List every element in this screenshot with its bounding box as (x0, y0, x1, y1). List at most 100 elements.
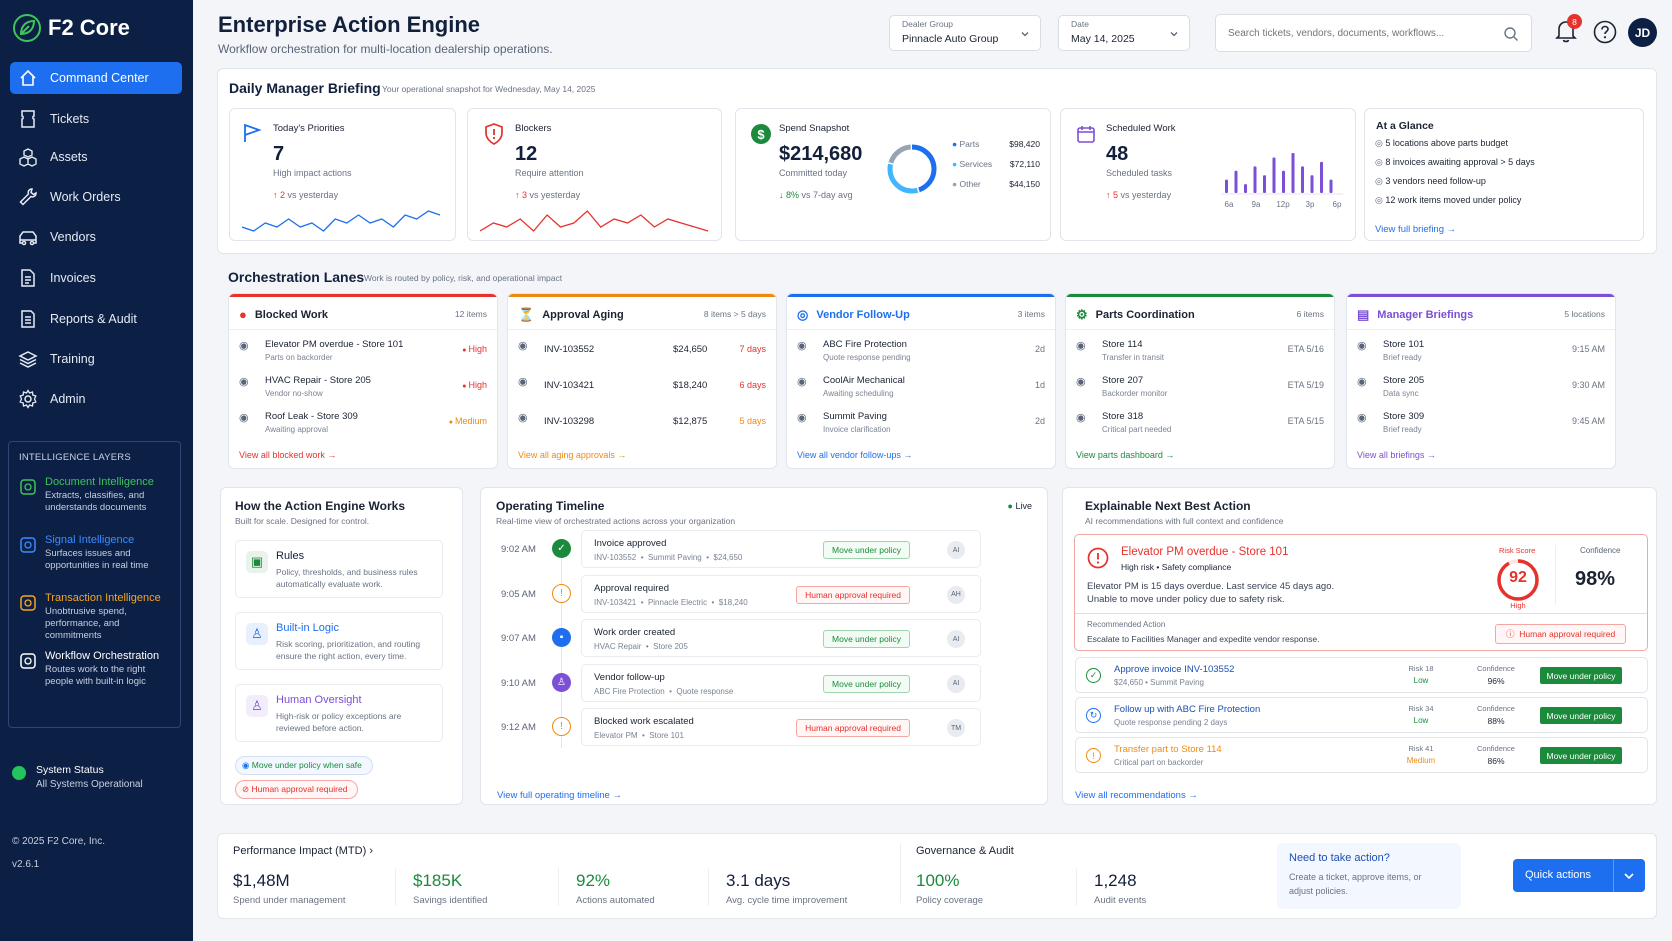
spend-card[interactable]: $ Spend Snapshot $214,680 Committed toda… (735, 108, 1051, 241)
lane-row[interactable]: ◉ Summit Paving Invoice clarification 2d (797, 408, 1045, 440)
user-avatar[interactable]: JD (1628, 18, 1657, 47)
lane-link[interactable]: View all aging approvals → (518, 450, 627, 460)
dealer-group-select[interactable]: Dealer Group Pinnacle Auto Group (889, 15, 1041, 51)
nba-main-desc1: Elevator PM is 15 days overdue. Last ser… (1087, 581, 1335, 592)
lane-header[interactable]: ⚙ Parts Coordination (1076, 307, 1195, 323)
move-under-policy-button[interactable]: Move under policy (1540, 747, 1622, 764)
nba-main-action[interactable]: ⓘ Human approval required (1495, 624, 1627, 644)
how-item-built-in-logic[interactable]: ♙ Built-in Logic Risk scoring, prioritizat… (235, 612, 443, 670)
search-box[interactable] (1215, 14, 1532, 52)
glance-item: ◎ 12 work items moved under policy (1375, 195, 1522, 205)
scheduled-card[interactable]: Scheduled Work 48 Scheduled tasks ↑ 5 vs… (1060, 108, 1356, 241)
lane-header[interactable]: ▤ Manager Briefings (1357, 307, 1473, 323)
nav-vendors[interactable]: Vendors (10, 221, 182, 253)
lane-row[interactable]: ◉ Roof Leak - Store 309 Awaiting approval ●… (239, 408, 487, 440)
move-under-policy-button[interactable]: Move under policy (1540, 707, 1622, 724)
nba-row-sub: Critical part on backorder (1114, 758, 1204, 767)
nba-row[interactable]: ↻ Follow up with ABC Fire Protection Quote… (1075, 697, 1648, 733)
timeline-row[interactable]: Approval required INV-103421 • Pinnacle E… (581, 574, 981, 613)
help-button[interactable] (1593, 20, 1617, 44)
scheduled-bar (1310, 175, 1314, 193)
timeline-row[interactable]: Vendor follow-up ABC Fire Protection • Qu… (581, 663, 981, 702)
lane-link[interactable]: View all vendor follow-ups → (797, 450, 913, 460)
nav-reports-audit[interactable]: Reports & Audit (10, 303, 182, 335)
nba-main-title: Elevator PM overdue - Store 101 (1121, 546, 1289, 558)
lane-row[interactable]: ◉ Store 318 Critical part needed ETA 5/15 (1076, 408, 1324, 440)
nav-work-orders[interactable]: Work Orders (10, 181, 182, 213)
rec-label: Recommended Action (1087, 620, 1166, 629)
blockers-card[interactable]: Blockers 12 Require attention ↑ 3 vs yes… (467, 108, 722, 241)
rules-icon: ▣ (246, 551, 268, 573)
work-order-icon: ▪ (552, 628, 571, 647)
nav-training[interactable]: Training (10, 343, 182, 375)
page-title: Enterprise Action Engine (218, 12, 481, 37)
nav-admin[interactable]: Admin (10, 383, 182, 415)
blockers-delta: ↑ 3 vs yesterday (515, 190, 581, 200)
nav-assets[interactable]: Assets (10, 141, 182, 173)
nav-label: Vendors (50, 230, 96, 244)
actor-avatar: TM (947, 719, 965, 737)
timeline-row[interactable]: Invoice approved INV-103552 • Summit Pavi… (581, 530, 981, 568)
tick-label: 9a (1252, 200, 1261, 209)
lane-row[interactable]: ◉ Store 205 Data sync 9:30 AM (1357, 372, 1605, 404)
timeline-time: 9:05 AM (501, 588, 536, 600)
row-title: HVAC Repair - Store 205 (265, 375, 371, 386)
lane-row[interactable]: ◉ INV-103552 $24,650 7 days (518, 336, 766, 368)
nav-tickets[interactable]: Tickets (10, 103, 182, 135)
how-item-rules[interactable]: ▣ Rules Policy, thresholds, and business r… (235, 540, 443, 598)
lane-header[interactable]: ⏳ Approval Aging (518, 307, 624, 323)
row-title: Store 205 (1383, 375, 1425, 386)
quick-actions-button[interactable]: Quick actions (1513, 859, 1645, 892)
lane-link[interactable]: View all blocked work → (239, 450, 337, 460)
lane-header[interactable]: ◎ Vendor Follow-Up (797, 307, 910, 323)
notifications-button[interactable]: 8 (1554, 14, 1582, 44)
lane-header[interactable]: ● Blocked Work (239, 307, 328, 322)
row-title: INV-103298 (544, 416, 595, 427)
timeline-action-pill[interactable]: Move under policy (823, 674, 910, 693)
lane-row[interactable]: ◉ ABC Fire Protection Quote response pendi… (797, 336, 1045, 368)
scheduled-delta: ↑ 5 vs yesterday (1106, 190, 1172, 200)
lane-row[interactable]: ◉ Store 309 Brief ready 9:45 AM (1357, 408, 1605, 440)
scheduled-value: 48 (1106, 143, 1129, 165)
lane-row[interactable]: ◉ Elevator PM overdue - Store 101 Parts on… (239, 336, 487, 368)
timeline-action-pill[interactable]: Move under policy (823, 630, 910, 648)
system-status-title: System Status (36, 764, 104, 776)
nba-row[interactable]: ! Transfer part to Store 114 Critical part… (1075, 737, 1648, 773)
perf-title[interactable]: Performance Impact (MTD) › (233, 845, 373, 857)
clock-icon: ! (1086, 748, 1101, 763)
settings-icon: ◉ (1357, 412, 1367, 424)
date-select[interactable]: Date May 14, 2025 (1058, 15, 1190, 51)
tick-label: 6a (1225, 200, 1234, 209)
divider (1075, 613, 1647, 614)
view-recommendations-link[interactable]: View all recommendations → (1075, 790, 1198, 801)
timeline-action-pill[interactable]: Human approval required (796, 585, 910, 604)
lane-link[interactable]: View parts dashboard → (1076, 450, 1175, 460)
lane-row[interactable]: ◉ INV-103421 $18,240 6 days (518, 372, 766, 404)
lane-row[interactable]: ◉ CoolAir Mechanical Awaiting scheduling 1d (797, 372, 1045, 404)
how-item-human-oversight[interactable]: ♙ Human Oversight High-risk or policy exce… (235, 684, 443, 742)
timeline-row[interactable]: Blocked work escalated Elevator PM • Stor… (581, 708, 981, 746)
nba-row-title: Transfer part to Store 114 (1114, 744, 1222, 755)
view-timeline-link[interactable]: View full operating timeline → (497, 790, 622, 801)
lane-row[interactable]: ◉ Store 101 Brief ready 9:15 AM (1357, 336, 1605, 368)
lane-row[interactable]: ◉ Store 114 Transfer in transit ETA 5/16 (1076, 336, 1324, 368)
timeline-row[interactable]: Work order created HVAC Repair • Store 20… (581, 619, 981, 657)
move-under-policy-button[interactable]: Move under policy (1540, 667, 1622, 684)
app-logo[interactable]: F2 Core (12, 13, 130, 43)
row-subtitle: Awaiting scheduling (823, 389, 894, 398)
search-input[interactable] (1228, 24, 1498, 42)
nav-invoices[interactable]: Invoices (10, 262, 182, 294)
lane-row[interactable]: ◉ Store 207 Backorder monitor ETA 5/19 (1076, 372, 1324, 404)
lane-row[interactable]: ◉ HVAC Repair - Store 205 Vendor no-show ● … (239, 372, 487, 404)
priorities-card[interactable]: Today's Priorities 7 High impact actions… (229, 108, 456, 241)
lane-link[interactable]: View all briefings → (1357, 450, 1436, 460)
nba-main-card[interactable]: Elevator PM overdue - Store 101 High ris… (1074, 534, 1648, 651)
layer-desc: Unobtrusive spend, performance, and comm… (45, 606, 127, 641)
view-full-briefing-link[interactable]: View full briefing → (1375, 224, 1457, 235)
nav-command-center[interactable]: Command Center (10, 62, 182, 94)
lane-row[interactable]: ◉ INV-103298 $12,875 5 days (518, 408, 766, 440)
timeline-action-pill[interactable]: Human approval required (796, 719, 910, 737)
nba-row-sub: $24,650 • Summit Paving (1114, 678, 1204, 687)
nba-row[interactable]: ✓ Approve invoice INV-103552 $24,650 • Sum… (1075, 657, 1648, 693)
timeline-action-pill[interactable]: Move under policy (823, 541, 910, 559)
